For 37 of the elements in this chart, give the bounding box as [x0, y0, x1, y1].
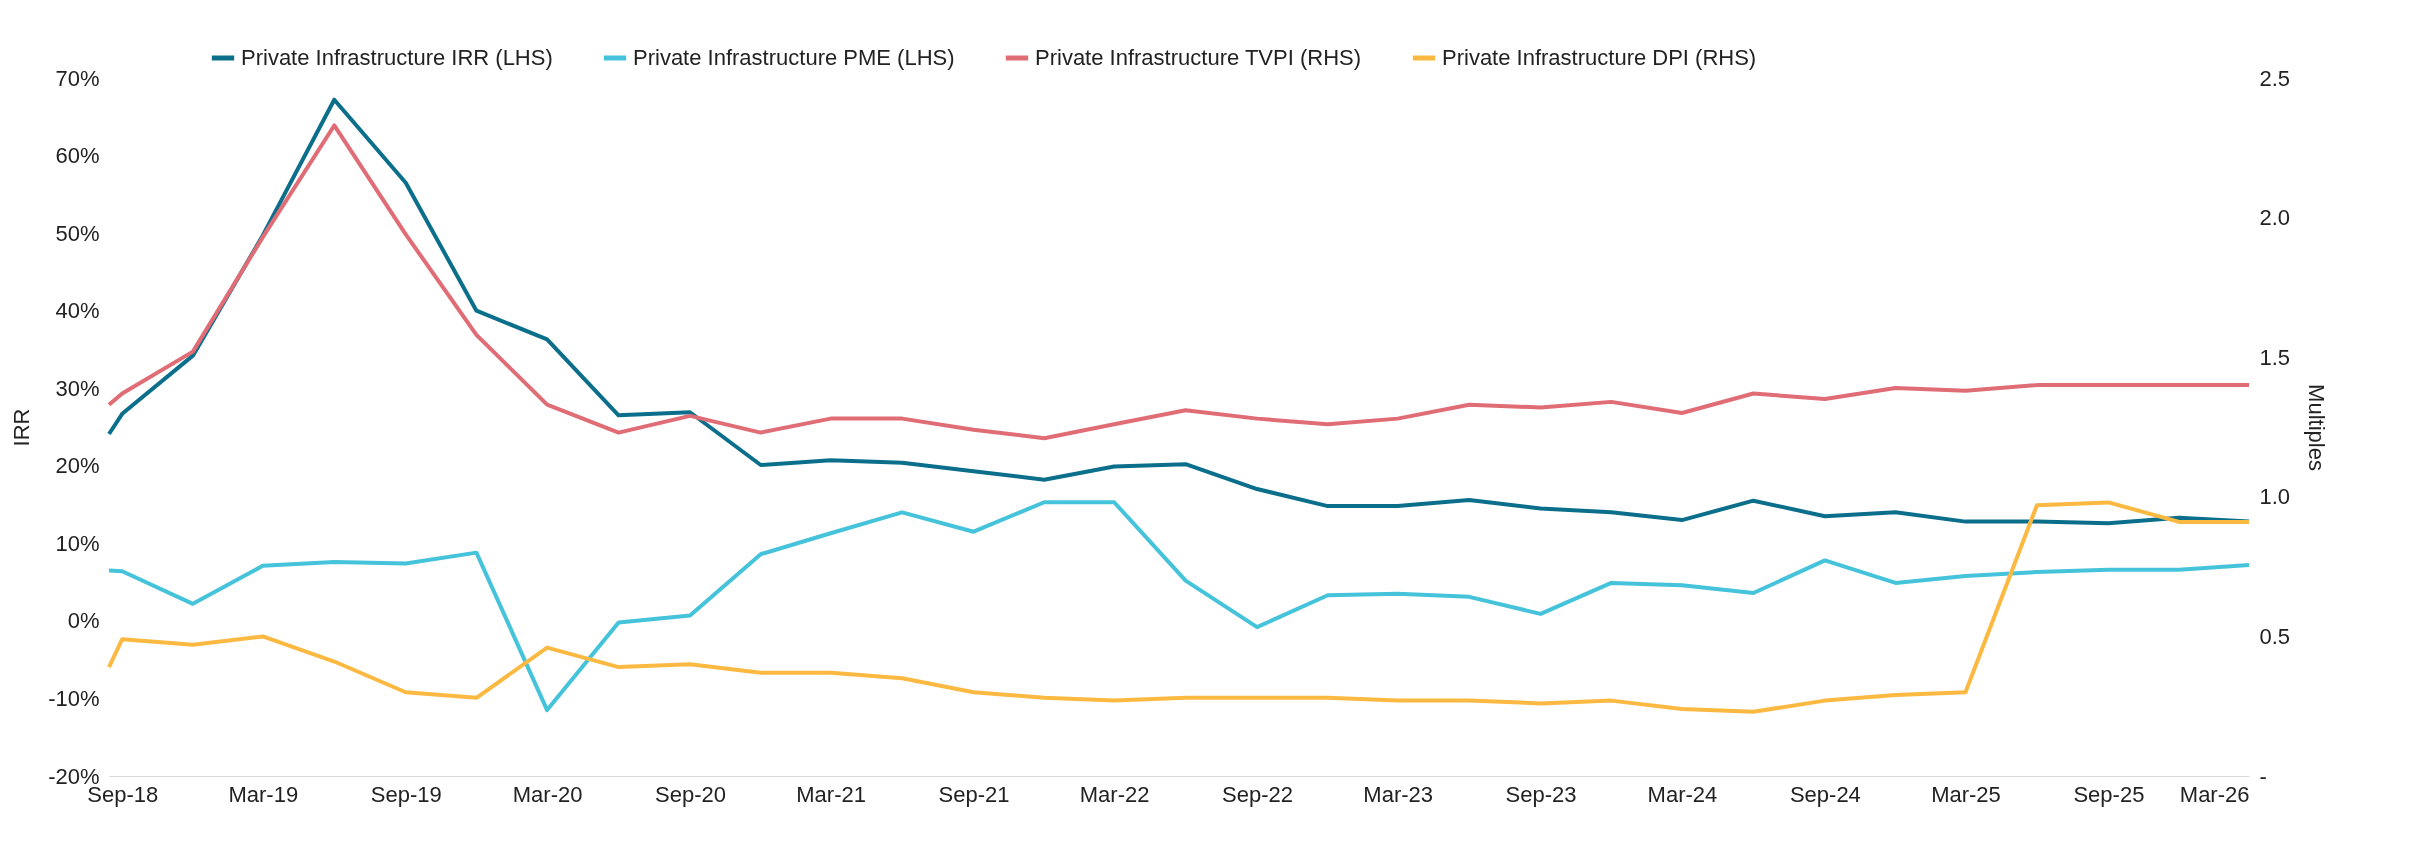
y-tick-label: 20% [55, 453, 100, 479]
x-tick-label: Sep-22 [1222, 781, 1294, 807]
legend-label: Private Infrastructure DPI (RHS) [1442, 45, 1757, 70]
x-tick-label: Mar-22 [1079, 781, 1150, 807]
y2-tick-label: 2.5 [2259, 65, 2291, 91]
line-series [107, 123, 2251, 441]
y-tick-label: 30% [55, 375, 100, 401]
y2-tick-label: 0.5 [2259, 623, 2291, 649]
legend-label: Private Infrastructure TVPI (RHS) [1035, 45, 1362, 70]
y-tick-label: 70% [55, 65, 100, 91]
x-tick-label: Mar-21 [796, 781, 866, 807]
y-tick-label: 40% [55, 298, 100, 324]
x-tick-label: Mar-25 [1931, 781, 2001, 807]
y2-axis-title: Multiples [2304, 384, 2330, 471]
y-tick-label: 0% [67, 608, 100, 634]
x-tick-label: Mar-20 [512, 781, 583, 807]
y2-tick-label: 1.5 [2259, 344, 2291, 370]
y-tick-label: 10% [55, 530, 100, 556]
x-tick-label: Mar-23 [1363, 781, 1433, 807]
x-tick-label: Sep-20 [655, 781, 726, 807]
y2-tick-label: - [2259, 763, 2267, 789]
x-tick-label: Sep-24 [1789, 781, 1861, 807]
x-tick-label: Mar-19 [228, 781, 299, 807]
x-tick-label: Sep-21 [938, 781, 1010, 807]
y-tick-label: -10% [48, 685, 100, 711]
x-tick-label: Mar-26 [2179, 781, 2250, 807]
x-tick-label: Sep-19 [370, 781, 442, 807]
y-tick-label: 50% [55, 220, 100, 246]
x-tick-label: Mar-24 [1647, 781, 1718, 807]
y2-tick-label: 1.0 [2259, 484, 2291, 510]
y-tick-label: 60% [55, 143, 100, 169]
x-tick-label: Sep-23 [1505, 781, 1577, 807]
legend-label: Private Infrastructure IRR (LHS) [241, 45, 553, 70]
legend-label: Private Infrastructure PME (LHS) [633, 45, 955, 70]
y2-tick-label: 2.0 [2259, 205, 2291, 231]
y-axis-title: IRR [9, 408, 35, 447]
x-tick-label: Sep-25 [2073, 781, 2145, 807]
